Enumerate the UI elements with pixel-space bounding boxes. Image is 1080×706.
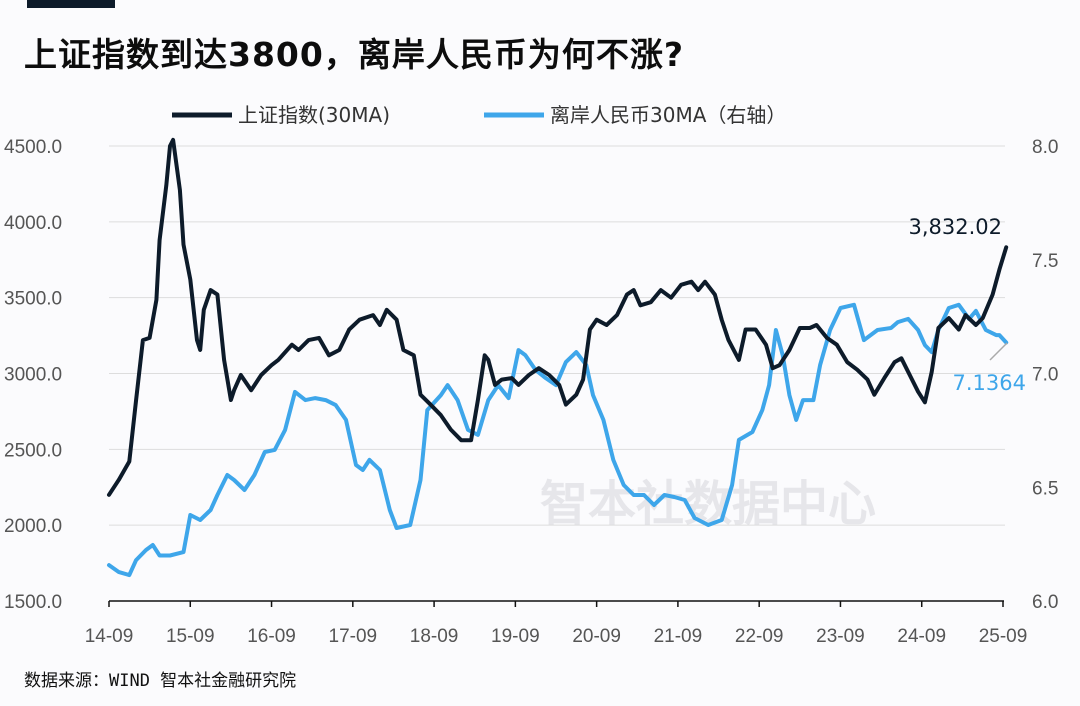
legend-label-shanghai: 上证指数(30MA) xyxy=(238,103,390,127)
annotation-shanghai-last: 3,832.02 xyxy=(908,215,1002,239)
y-left-tick-label: 2500.0 xyxy=(4,440,62,461)
x-tick-label: 16-09 xyxy=(247,626,296,647)
y-right-tick-label: 7.5 xyxy=(1032,251,1058,272)
annotation-leader-line xyxy=(989,342,1008,361)
x-tick-label: 18-09 xyxy=(410,626,459,647)
y-right-tick-label: 6.0 xyxy=(1032,592,1058,613)
x-tick-label: 17-09 xyxy=(329,626,378,647)
x-tick-label: 19-09 xyxy=(491,626,540,647)
y-left-tick-label: 4500.0 xyxy=(4,137,62,158)
x-tick-label: 24-09 xyxy=(897,626,946,647)
x-tick-label: 20-09 xyxy=(572,626,621,647)
annotation-cnh-last: 7.1364 xyxy=(953,371,1026,395)
legend-label-cnh: 离岸人民币30MA（右轴） xyxy=(550,103,786,127)
x-tick-label: 25-09 xyxy=(979,626,1028,647)
x-tick-label: 15-09 xyxy=(166,626,215,647)
y-left-tick-label: 1500.0 xyxy=(4,592,62,613)
x-tick-label: 21-09 xyxy=(654,626,703,647)
series-line-cnh xyxy=(107,302,1009,578)
y-left-tick-label: 3000.0 xyxy=(4,365,62,386)
x-tick-label: 23-09 xyxy=(816,626,865,647)
series-line-shanghai xyxy=(107,137,1009,497)
x-tick-label: 14-09 xyxy=(85,626,134,647)
y-left-tick-label: 3500.0 xyxy=(4,289,62,310)
source-note: 数据来源：WIND 智本社金融研究院 xyxy=(24,671,297,691)
y-right-tick-label: 8.0 xyxy=(1032,137,1058,158)
y-left-tick-label: 2000.0 xyxy=(4,516,62,537)
y-right-tick-label: 6.5 xyxy=(1032,478,1058,499)
y-left-tick-label: 4000.0 xyxy=(4,213,62,234)
y-right-tick-label: 7.0 xyxy=(1032,365,1058,386)
legend: 上证指数(30MA) 离岸人民币30MA（右轴） xyxy=(172,103,786,127)
x-tick-label: 22-09 xyxy=(735,626,784,647)
accent-bar xyxy=(27,0,115,8)
chart-title: 上证指数到达3800，离岸人民币为何不涨? xyxy=(24,35,684,74)
